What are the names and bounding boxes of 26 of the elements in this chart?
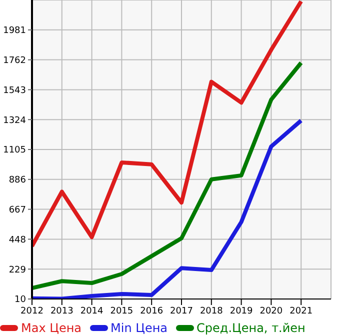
y-tick-label: 448 xyxy=(8,235,26,246)
y-tick-label: 886 xyxy=(8,176,26,186)
y-tick-label: 1105 xyxy=(3,146,26,156)
y-tick-label: 1981 xyxy=(3,26,26,36)
x-tick-label: 2017 xyxy=(170,306,193,316)
x-tick-label: 2018 xyxy=(200,306,224,316)
line-series xyxy=(32,0,304,248)
x-tick-label: 2021 xyxy=(290,306,313,316)
x-tick-label: 2012 xyxy=(20,306,44,316)
line-series xyxy=(32,60,304,290)
x-tick-label: 2020 xyxy=(260,306,283,316)
legend-label: Сред.Цена, т.йен xyxy=(196,321,306,335)
line-series xyxy=(32,118,304,299)
y-tick-label: 667 xyxy=(8,205,26,216)
x-tick-label: 2013 xyxy=(50,306,74,316)
y-tick-label: 1543 xyxy=(3,86,26,96)
x-tick-label: 2015 xyxy=(110,306,134,316)
y-tick-label: 10 xyxy=(14,295,26,306)
x-tick-label: 2016 xyxy=(140,306,164,316)
legend-label: Max Цена xyxy=(20,321,82,335)
x-tick-label: 2019 xyxy=(230,306,254,316)
x-tick-label: 2014 xyxy=(80,306,104,316)
y-tick-label: 229 xyxy=(8,265,26,276)
y-tick-label: 1762 xyxy=(3,56,26,66)
y-tick-label: 1324 xyxy=(3,116,26,126)
legend-label: Min Цена xyxy=(110,321,168,335)
